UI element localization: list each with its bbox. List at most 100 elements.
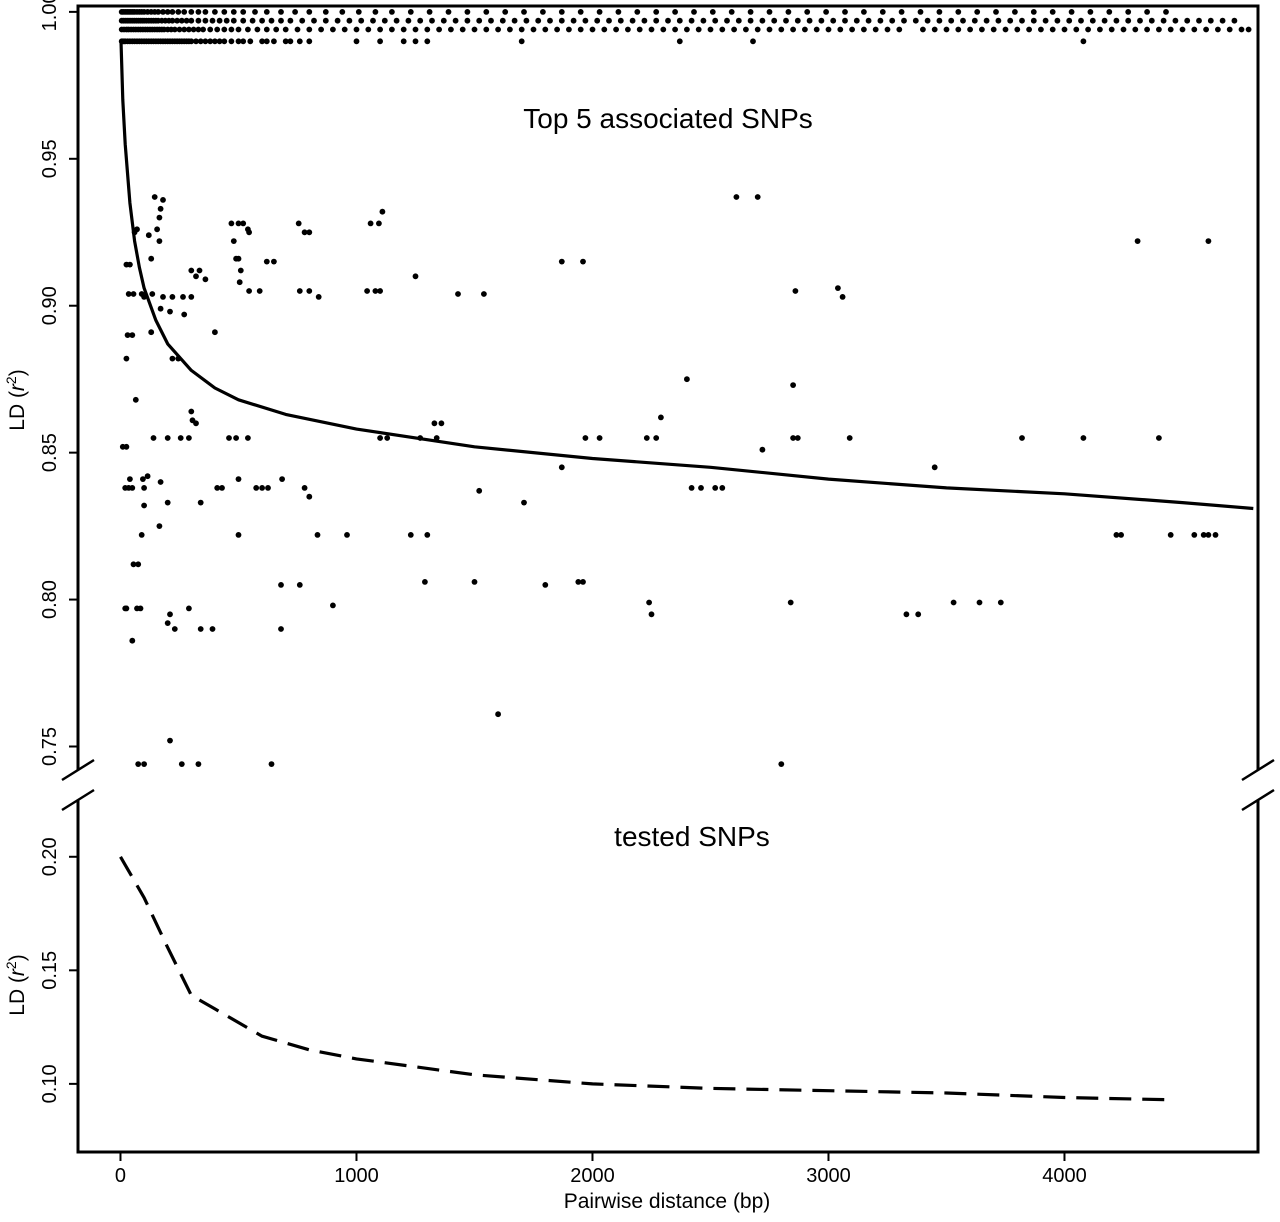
scatter-point-37 bbox=[216, 38, 223, 45]
scatter-point-274 bbox=[971, 17, 978, 24]
scatter-point-473 bbox=[643, 435, 650, 441]
scatter-point-359 bbox=[861, 9, 867, 15]
scatter-point-238 bbox=[547, 17, 553, 24]
scatter-point-381 bbox=[145, 232, 152, 239]
scatter-point-273 bbox=[960, 17, 966, 24]
scatter-point-557 bbox=[141, 761, 148, 767]
scatter-point-48 bbox=[296, 38, 303, 45]
scatter-point-506 bbox=[521, 499, 527, 506]
scatter-point-268 bbox=[901, 17, 907, 24]
scatter-point-366 bbox=[993, 9, 999, 15]
scatter-point-111 bbox=[459, 26, 466, 33]
scatter-point-132 bbox=[707, 26, 714, 33]
scatter-point-40 bbox=[235, 38, 242, 45]
scatter-point-550 bbox=[197, 626, 204, 632]
scatter-point-33 bbox=[197, 38, 204, 45]
scatter-point-168 bbox=[1144, 26, 1150, 33]
scatter-point-237 bbox=[535, 17, 542, 24]
scatter-point-525 bbox=[135, 561, 142, 568]
scatter-point-486 bbox=[144, 473, 151, 480]
scatter-point-47 bbox=[287, 38, 294, 45]
scatter-point-177 bbox=[1245, 26, 1252, 33]
scatter-point-151 bbox=[943, 26, 950, 33]
scatter-point-319 bbox=[195, 9, 202, 15]
scatter-point-174 bbox=[1215, 26, 1221, 33]
scatter-point-441 bbox=[558, 258, 565, 265]
scatter-point-526 bbox=[278, 582, 284, 588]
scatter-point-135 bbox=[743, 26, 749, 33]
scatter-point-442 bbox=[580, 258, 586, 265]
scatter-point-463 bbox=[186, 435, 192, 441]
scatter-point-438 bbox=[412, 273, 419, 280]
scatter-point-454 bbox=[790, 382, 796, 388]
upper-y-tick-label-4: 0.95 bbox=[39, 139, 61, 178]
scatter-point-137 bbox=[766, 26, 773, 33]
scatter-point-258 bbox=[783, 17, 789, 24]
scatter-point-52 bbox=[400, 38, 407, 45]
scatter-point-521 bbox=[1200, 532, 1207, 538]
scatter-point-558 bbox=[178, 761, 185, 767]
scatter-point-531 bbox=[575, 579, 582, 585]
upper-frame bbox=[76, 4, 1260, 770]
scatter-point-416 bbox=[246, 229, 253, 236]
scatter-point-176 bbox=[1238, 26, 1245, 33]
scatter-point-287 bbox=[1125, 17, 1132, 24]
scatter-point-508 bbox=[164, 499, 171, 506]
scatter-point-36 bbox=[212, 38, 218, 45]
scatter-point-125 bbox=[625, 26, 631, 33]
scatter-point-113 bbox=[483, 26, 490, 33]
scatter-point-336 bbox=[426, 9, 433, 15]
scatter-point-217 bbox=[299, 17, 306, 24]
scatter-point-92 bbox=[245, 26, 251, 33]
scatter-point-440 bbox=[481, 291, 487, 297]
scatter-point-108 bbox=[424, 26, 431, 33]
scatter-point-549 bbox=[171, 626, 178, 632]
scatter-point-156 bbox=[1002, 26, 1009, 33]
scatter-point-468 bbox=[384, 435, 391, 441]
scatter-point-509 bbox=[197, 499, 204, 506]
scatter-point-408 bbox=[193, 273, 199, 280]
scatter-point-160 bbox=[1049, 26, 1056, 33]
scatter-point-428 bbox=[306, 229, 313, 236]
scatter-point-322 bbox=[221, 9, 228, 15]
scatter-point-455 bbox=[658, 414, 664, 421]
scatter-point-380 bbox=[154, 226, 161, 233]
scatter-point-80 bbox=[171, 26, 178, 33]
lower-y-axis-title: LD (r2) bbox=[3, 954, 29, 1015]
scatter-point-276 bbox=[995, 17, 1002, 24]
scatter-point-267 bbox=[889, 17, 896, 24]
scatter-point-446 bbox=[835, 285, 841, 291]
scatter-point-159 bbox=[1038, 26, 1044, 33]
scatter-point-344 bbox=[577, 9, 584, 15]
scatter-point-144 bbox=[849, 26, 855, 33]
scatter-point-410 bbox=[202, 276, 209, 283]
scatter-point-524 bbox=[130, 561, 137, 568]
scatter-point-42 bbox=[247, 38, 254, 45]
scatter-point-445 bbox=[792, 288, 799, 294]
lower-panel: tested SNPs bbox=[119, 821, 1171, 1102]
scatter-point-215 bbox=[278, 17, 284, 24]
scatter-point-277 bbox=[1007, 17, 1014, 24]
scatter-point-240 bbox=[570, 17, 577, 24]
scatter-point-559 bbox=[195, 761, 202, 767]
scatter-point-332 bbox=[355, 9, 362, 15]
scatter-point-537 bbox=[137, 605, 144, 612]
x-tick-label-1: 1000 bbox=[334, 1165, 379, 1187]
scatter-point-477 bbox=[846, 435, 853, 441]
scatter-point-436 bbox=[372, 288, 379, 294]
scatter-point-361 bbox=[898, 9, 905, 15]
scatter-point-490 bbox=[129, 485, 136, 491]
scatter-point-278 bbox=[1019, 17, 1025, 24]
scatter-point-152 bbox=[955, 26, 962, 33]
scatter-point-282 bbox=[1066, 17, 1073, 24]
scatter-point-424 bbox=[263, 258, 270, 265]
scatter-point-465 bbox=[233, 435, 240, 441]
scatter-point-431 bbox=[315, 294, 322, 300]
scatter-point-100 bbox=[330, 26, 336, 33]
scatter-point-485 bbox=[140, 476, 146, 482]
scatter-point-313 bbox=[160, 9, 166, 15]
scatter-point-480 bbox=[1156, 435, 1162, 441]
scatter-point-543 bbox=[903, 611, 910, 618]
scatter-point-289 bbox=[1148, 17, 1155, 24]
scatter-point-538 bbox=[167, 611, 173, 618]
